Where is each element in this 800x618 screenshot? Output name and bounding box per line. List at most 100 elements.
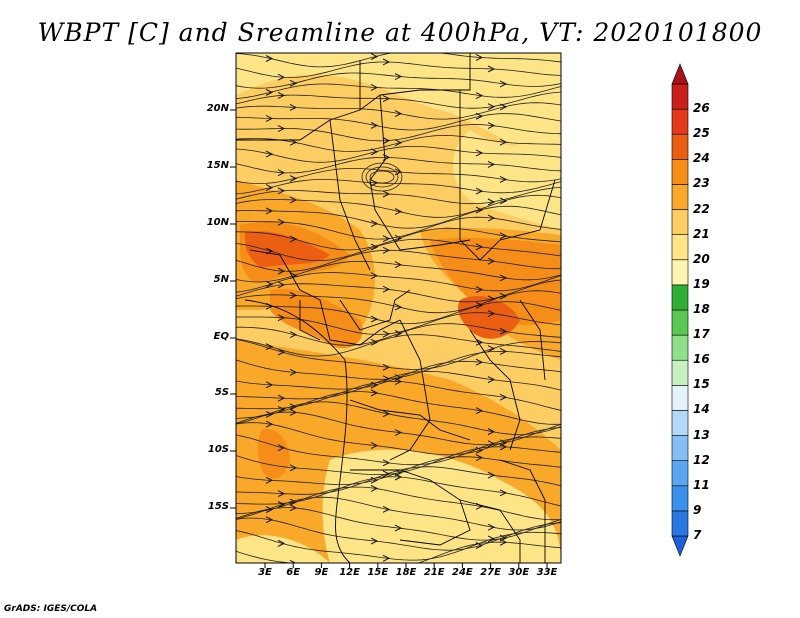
streamline-arrow — [382, 190, 391, 198]
streamline-arrow — [487, 122, 496, 129]
colorbar-label: 25 — [693, 126, 710, 141]
streamline-arrow — [499, 393, 508, 401]
streamline — [236, 338, 561, 370]
streamline — [236, 272, 561, 293]
streamline-arrow — [475, 149, 484, 157]
streamline-arrow — [499, 348, 508, 355]
streamline — [236, 411, 561, 446]
streamline-arrow — [370, 53, 379, 61]
wbpt-patch — [236, 535, 330, 563]
streamline-arrow — [394, 330, 403, 337]
colorbar-label: 15 — [693, 377, 710, 392]
wbpt-patch — [379, 388, 490, 437]
colorbar-swatch — [671, 284, 689, 311]
streamline-arrow — [499, 138, 508, 146]
streamline-arrow — [487, 160, 496, 168]
streamline-arrow — [265, 88, 274, 96]
streamline-arrow — [265, 343, 274, 351]
streamline-arrow — [277, 348, 286, 356]
streamline-arrow — [394, 429, 403, 437]
colorbar-swatch — [671, 133, 689, 160]
border-line — [459, 499, 521, 563]
colorbar-swatch — [671, 159, 689, 185]
streamline-arrow — [382, 285, 391, 293]
streamline — [236, 507, 561, 541]
colorbar-label: 11 — [693, 477, 710, 492]
colorbar-label: 9 — [693, 502, 702, 517]
colorbar-swatch — [671, 309, 689, 336]
streamline-arrow — [289, 368, 298, 376]
streamline-arrow — [370, 484, 379, 492]
border-line — [249, 249, 401, 346]
streamline — [236, 434, 561, 466]
colorbar-swatch — [671, 334, 689, 361]
colorbar-label: 14 — [693, 402, 710, 417]
streamline-arrow — [370, 338, 379, 346]
streamline-arrow — [475, 454, 484, 462]
streamline — [236, 205, 561, 229]
colorbar-label: 18 — [693, 302, 710, 316]
streamline-arrow — [475, 187, 484, 195]
colorbar — [671, 63, 689, 557]
streamline-arrow — [382, 459, 391, 467]
vortex-streamline — [365, 166, 399, 188]
streamline-arrow — [277, 394, 286, 402]
streamline-arrow — [277, 169, 286, 177]
border-line — [389, 319, 431, 461]
streamline-arrow — [289, 559, 297, 563]
lat-label: 5N — [213, 274, 229, 285]
streamline — [236, 360, 561, 390]
streamline-arrow — [487, 214, 496, 222]
border-line — [519, 299, 546, 381]
streamline-arrow — [394, 208, 403, 215]
streamline-arrow — [499, 274, 508, 282]
streamline-arrow — [277, 501, 286, 508]
streamline — [236, 290, 561, 314]
streamline-arrow — [370, 84, 379, 91]
streamline — [236, 72, 561, 89]
colorbar-label: 12 — [693, 452, 710, 467]
streamline-arrow — [487, 471, 496, 479]
streamline-arrow — [487, 65, 496, 73]
streamline-arrow — [265, 150, 274, 158]
streamline — [236, 134, 561, 152]
streamline-arrow — [370, 389, 379, 397]
streamline — [236, 102, 561, 120]
lon-label: 6E — [286, 567, 301, 578]
streamline — [236, 486, 561, 521]
streamline — [236, 113, 561, 131]
streamline — [236, 391, 561, 425]
streamline-arrow — [499, 538, 508, 546]
streamline-arrow — [370, 121, 379, 129]
streamline-arrow — [499, 103, 508, 111]
streamline-arrow — [487, 345, 496, 353]
streamline — [236, 401, 561, 436]
streamline — [236, 238, 561, 262]
streamline-arrow — [487, 103, 496, 111]
border-line — [469, 329, 521, 451]
lon-label: 3E — [258, 567, 272, 578]
map-area — [236, 53, 561, 563]
lon-label: 18E — [395, 567, 417, 578]
border-line — [349, 399, 471, 441]
lon-label: 12E — [339, 567, 360, 578]
streamline-arrow — [277, 187, 286, 195]
border-line — [299, 300, 321, 341]
streamline-arrow — [394, 139, 403, 147]
colorbar-label: 22 — [693, 201, 710, 216]
streamline-arrow — [382, 95, 391, 103]
lat-label: 10N — [206, 217, 229, 228]
streamline-arrow — [289, 408, 298, 416]
vortex-streamline — [361, 162, 403, 192]
streamline-arrow — [265, 207, 274, 215]
streamline-arrow — [265, 115, 274, 122]
streamline-arrow — [265, 55, 274, 62]
lon-label: 30E — [508, 567, 530, 578]
streamline — [236, 157, 561, 174]
streamline-arrow — [382, 137, 391, 145]
border-line — [499, 459, 546, 563]
colorbar-swatch — [671, 108, 689, 135]
streamline-arrow — [475, 112, 484, 120]
streamline — [236, 260, 561, 283]
streamline — [236, 146, 561, 163]
